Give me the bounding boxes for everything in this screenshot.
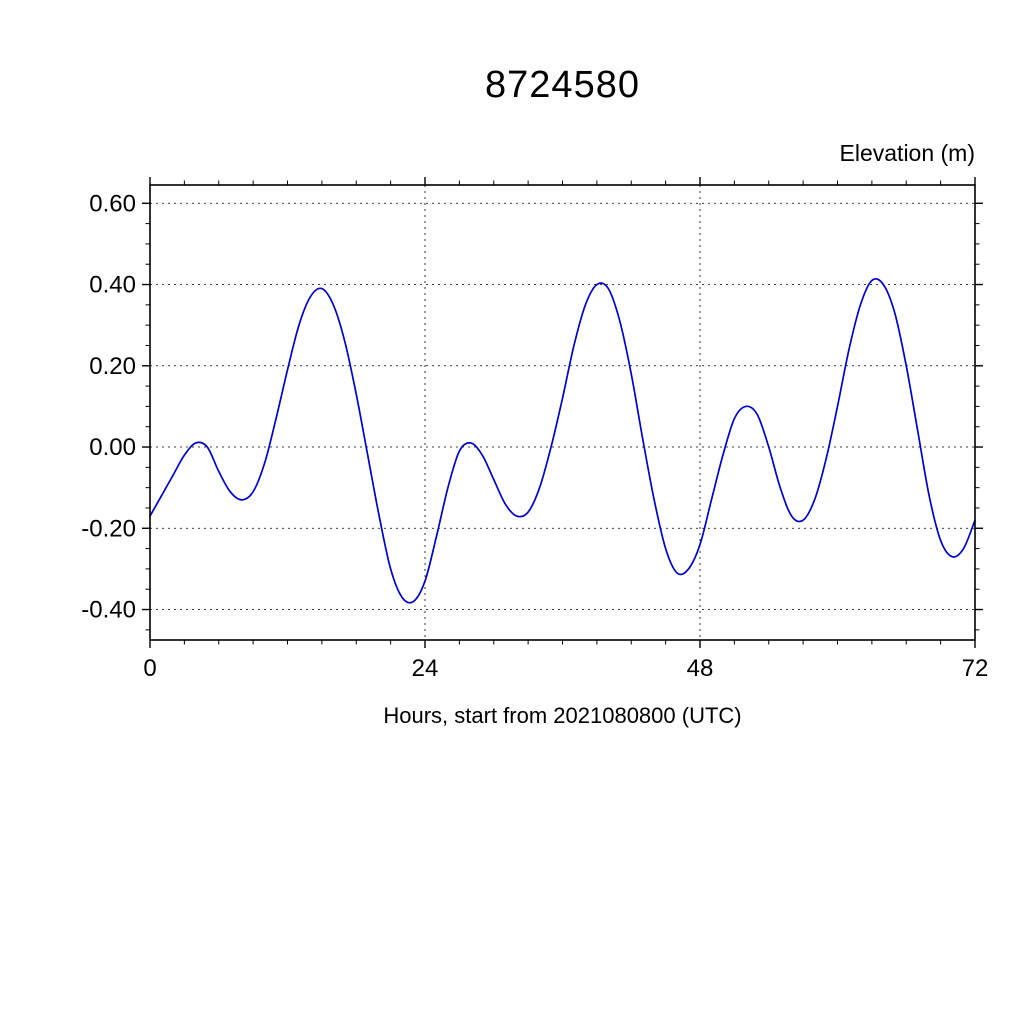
x-tick-label: 24: [412, 655, 439, 682]
y-tick-label: 0.60: [89, 190, 136, 217]
y-tick-label: 0.00: [89, 434, 136, 461]
elevation-axis-title: Elevation (m): [839, 140, 975, 166]
y-tick-label: 0.40: [89, 272, 136, 299]
chart-title: 8724580: [485, 64, 640, 106]
plot-frame: [149, 184, 976, 641]
y-tick-label: 0.20: [89, 353, 136, 380]
y-tick-label: -0.40: [81, 597, 136, 624]
x-tick-label: 72: [962, 655, 989, 682]
x-axis-title: Hours, start from 2021080800 (UTC): [383, 703, 742, 728]
x-tick-label: 0: [143, 655, 156, 682]
y-tick-label: -0.20: [81, 515, 136, 542]
x-tick-label: 48: [687, 655, 714, 682]
elevation-series-line: [149, 277, 976, 604]
